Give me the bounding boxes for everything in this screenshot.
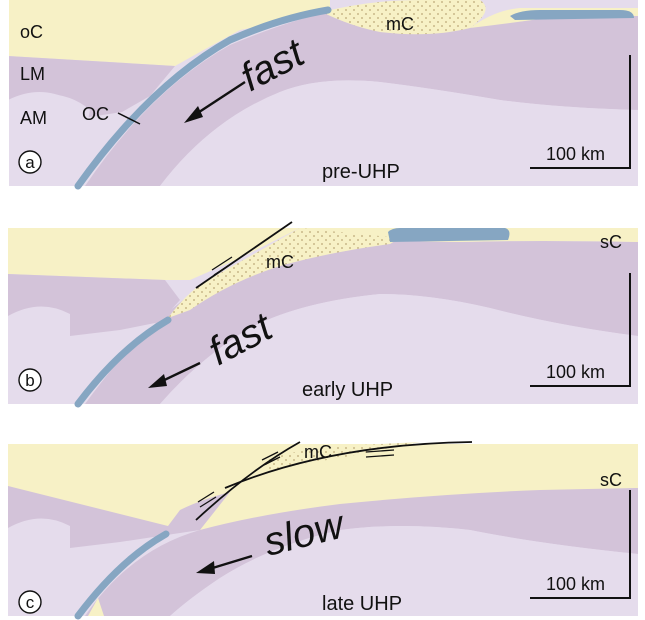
stage-label: late UHP — [322, 593, 402, 615]
oceanic-crust-band — [74, 316, 172, 408]
label-mc: mC — [266, 252, 294, 272]
scale-bar — [530, 273, 631, 387]
panel-b-figure: b mC sC early UHP 100 km fast — [8, 221, 638, 408]
overriding-continental-crust — [8, 228, 300, 280]
badge-letter-b: b — [25, 371, 34, 390]
label-sc: sC — [600, 232, 622, 252]
shear-sense-arrows-middle — [261, 451, 281, 466]
label-oc-upper: oC — [20, 22, 43, 42]
badge-circle-b — [18, 368, 42, 392]
lower-asthenosphere — [160, 294, 638, 404]
oc-leader-line — [117, 112, 141, 125]
badge-circle-c — [18, 590, 42, 614]
panel-a-figure: a oC LM AM OC mC pre-UHP 100 km fast — [7, 0, 638, 190]
micro-continent-region — [168, 228, 400, 318]
panel-c: c mC sC late UHP 100 km slow — [0, 430, 645, 620]
micro-continent-region — [322, 0, 486, 35]
oceanic-crust-cap — [388, 228, 510, 242]
overriding-lithospheric-mantle — [8, 56, 175, 120]
overriding-lithospheric-mantle — [8, 486, 230, 548]
lower-asthenosphere — [170, 526, 638, 616]
scale-label: 100 km — [546, 144, 605, 164]
overriding-continental-crust — [8, 0, 330, 66]
label-lm: LM — [20, 64, 45, 84]
fault-line — [195, 221, 293, 289]
continental-crust — [8, 444, 638, 532]
oceanic-crust-band — [74, 530, 170, 620]
stage-label: pre-UHP — [322, 161, 400, 183]
shear-sense-arrows-left — [197, 491, 217, 508]
subducting-lithosphere — [85, 12, 638, 186]
label-oceanic-crust: OC — [82, 104, 109, 124]
scale-bar — [530, 55, 631, 169]
label-sc: sC — [600, 470, 622, 490]
panel-a: a oC LM AM OC mC pre-UHP 100 km fast — [0, 0, 645, 190]
badge-letter-c: c — [26, 593, 35, 612]
label-mc: mC — [304, 442, 332, 462]
label-mc: mC — [386, 14, 414, 34]
label-am: AM — [20, 108, 47, 128]
badge-circle-a — [18, 150, 42, 174]
panel-c-figure: c mC sC late UHP 100 km slow — [8, 441, 638, 620]
overriding-lithospheric-mantle — [8, 274, 180, 336]
scale-label: 100 km — [546, 574, 605, 594]
crust-fragment — [88, 598, 104, 616]
subducting-lithosphere — [85, 488, 638, 616]
shear-sense-arrows-right — [365, 449, 395, 458]
scale-bar — [530, 490, 631, 599]
fault-line-main — [224, 441, 473, 489]
lower-asthenosphere — [160, 80, 638, 186]
scale-label: 100 km — [546, 362, 605, 382]
motion-arrow-head — [196, 561, 215, 574]
oceanic-crust-cap-right — [510, 10, 634, 20]
motion-arrow-head — [148, 374, 167, 388]
badge-letter-a: a — [25, 153, 35, 172]
shear-sense-arrows — [211, 256, 235, 276]
stage-label: early UHP — [302, 379, 393, 401]
fault-line-left — [195, 441, 301, 521]
panel-b: b mC sC early UHP 100 km fast — [0, 218, 645, 408]
oceanic-crust-band — [74, 6, 332, 190]
motion-arrow-head — [184, 106, 203, 123]
